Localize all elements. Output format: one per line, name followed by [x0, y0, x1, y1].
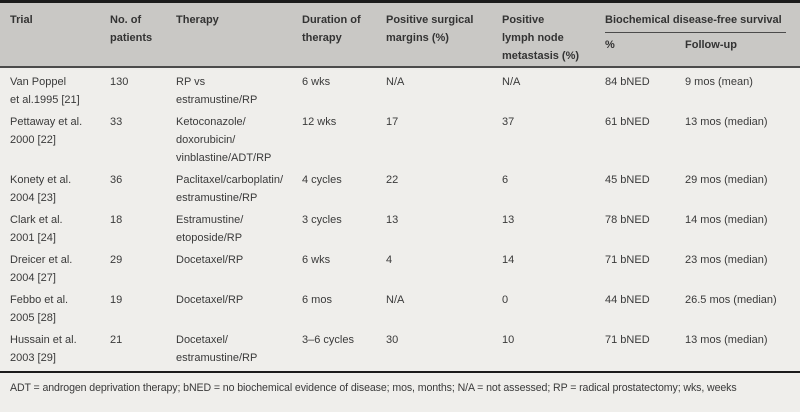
table-header-row: Trial No. of patients Therapy Duration o…	[0, 3, 800, 68]
duration-cell: 3 cycles	[302, 214, 342, 226]
patients-cell: 36	[110, 174, 123, 186]
followup-cell: 23 mos (median)	[685, 254, 768, 266]
bned-cell: 61 bNED	[605, 116, 650, 128]
duration-cell: 6 wks	[302, 76, 331, 88]
followup-cell: 13 mos (median)	[685, 116, 768, 128]
patients-cell: 19	[110, 294, 123, 306]
lymph-cell: N/A	[502, 76, 521, 88]
table-row: Hussain et al. 2003 [29] 21 Docetaxel/ e…	[0, 331, 800, 367]
therapy-cell: Estramustine/ etoposide/RP	[176, 214, 244, 244]
table-body: Van Poppel et al.1995 [21] 130 RP vs est…	[0, 68, 800, 367]
group-header-label: Biochemical disease-free survival	[605, 11, 786, 33]
column-header-therapy: Therapy	[176, 14, 219, 26]
trial-cell: Dreicer et al. 2004 [27]	[10, 254, 73, 284]
therapy-cell: Docetaxel/ estramustine/RP	[176, 334, 258, 364]
followup-cell: 9 mos (mean)	[685, 76, 753, 88]
margins-cell: 17	[386, 116, 399, 128]
lymph-cell: 13	[502, 214, 515, 226]
table-row: Febbo et al. 2005 [28] 19 Docetaxel/RP 6…	[0, 291, 800, 327]
trial-cell: Febbo et al. 2005 [28]	[10, 294, 69, 324]
abbreviations-footnote: ADT = androgen deprivation therapy; bNED…	[0, 371, 800, 395]
duration-cell: 4 cycles	[302, 174, 342, 186]
duration-cell: 3–6 cycles	[302, 334, 354, 346]
column-header-lymph: Positive lymph node metastasis (%)	[502, 14, 580, 62]
bned-cell: 78 bNED	[605, 214, 650, 226]
margins-cell: 13	[386, 214, 399, 226]
bned-cell: 84 bNED	[605, 76, 650, 88]
trial-cell: Van Poppel et al.1995 [21]	[10, 76, 80, 106]
patients-cell: 18	[110, 214, 123, 226]
margins-cell: 4	[386, 254, 393, 266]
bned-cell: 71 bNED	[605, 254, 650, 266]
margins-cell: N/A	[386, 76, 405, 88]
therapy-cell: Ketoconazole/ doxorubicin/ vinblastine/A…	[176, 116, 272, 164]
table-row: Clark et al. 2001 [24] 18 Estramustine/ …	[0, 211, 800, 247]
patients-cell: 130	[110, 76, 129, 88]
trial-cell: Konety et al. 2004 [23]	[10, 174, 72, 204]
therapy-cell: Docetaxel/RP	[176, 254, 244, 266]
therapy-cell: Docetaxel/RP	[176, 294, 244, 306]
trial-cell: Clark et al. 2001 [24]	[10, 214, 63, 244]
column-group-survival: Biochemical disease-free survival % Foll…	[605, 11, 792, 66]
lymph-cell: 0	[502, 294, 509, 306]
duration-cell: 6 wks	[302, 254, 331, 266]
column-header-margins: Positive surgical margins (%)	[386, 14, 474, 44]
margins-cell: 30	[386, 334, 399, 346]
table-row: Pettaway et al. 2000 [22] 33 Ketoconazol…	[0, 113, 800, 167]
patients-cell: 33	[110, 116, 123, 128]
patients-cell: 29	[110, 254, 123, 266]
lymph-cell: 10	[502, 334, 515, 346]
column-header-duration: Duration of therapy	[302, 14, 361, 44]
therapy-cell: Paclitaxel/carboplatin/ estramustine/RP	[176, 174, 284, 204]
bned-cell: 71 bNED	[605, 334, 650, 346]
lymph-cell: 37	[502, 116, 515, 128]
followup-cell: 14 mos (median)	[685, 214, 768, 226]
lymph-cell: 14	[502, 254, 515, 266]
subcolumn-header-followup: Follow-up	[685, 39, 737, 51]
followup-cell: 26.5 mos (median)	[685, 294, 777, 306]
trial-cell: Hussain et al. 2003 [29]	[10, 334, 77, 364]
bned-cell: 45 bNED	[605, 174, 650, 186]
group-subheader-row: % Follow-up	[605, 33, 786, 54]
lymph-cell: 6	[502, 174, 509, 186]
margins-cell: N/A	[386, 294, 405, 306]
trial-cell: Pettaway et al. 2000 [22]	[10, 116, 83, 146]
table-row: Van Poppel et al.1995 [21] 130 RP vs est…	[0, 73, 800, 109]
followup-cell: 29 mos (median)	[685, 174, 768, 186]
followup-cell: 13 mos (median)	[685, 334, 768, 346]
therapy-cell: RP vs estramustine/RP	[176, 76, 258, 106]
table-row: Dreicer et al. 2004 [27] 29 Docetaxel/RP…	[0, 251, 800, 287]
bned-cell: 44 bNED	[605, 294, 650, 306]
duration-cell: 6 mos	[302, 294, 332, 306]
column-header-patients: No. of patients	[110, 14, 153, 44]
table-row: Konety et al. 2004 [23] 36 Paclitaxel/ca…	[0, 171, 800, 207]
duration-cell: 12 wks	[302, 116, 337, 128]
column-header-trial: Trial	[10, 14, 33, 26]
margins-cell: 22	[386, 174, 399, 186]
subcolumn-header-percent: %	[605, 39, 615, 51]
patients-cell: 21	[110, 334, 123, 346]
